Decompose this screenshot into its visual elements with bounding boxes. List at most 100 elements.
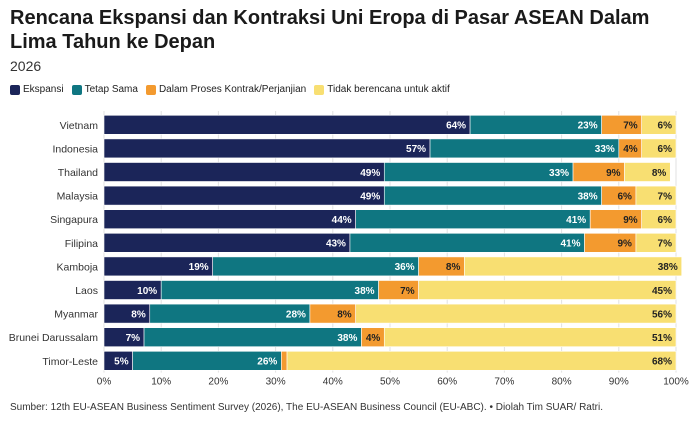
- bar-segment: [281, 350, 288, 371]
- data-label: 56%: [652, 309, 672, 320]
- legend-swatch: [314, 84, 325, 95]
- bar-segment: [635, 185, 677, 206]
- data-label: 6%: [658, 215, 673, 226]
- category-label: Vietnam: [60, 120, 99, 132]
- x-tick-label: 100%: [663, 377, 689, 388]
- data-label: 9%: [618, 239, 633, 250]
- data-label: 4%: [366, 333, 381, 344]
- data-label: 8%: [652, 168, 667, 179]
- bar-segment: [635, 233, 677, 253]
- data-label: 6%: [618, 191, 633, 202]
- legend-swatch: [10, 84, 20, 95]
- data-label: 9%: [623, 215, 638, 226]
- data-label: 38%: [578, 191, 598, 202]
- bar-segment: [103, 209, 356, 229]
- legend-item-dalam-proses: Dalam Proses Kontrak/Perjanjian: [145, 84, 307, 95]
- legend-label: Tetap Sama: [84, 84, 138, 95]
- data-label: 9%: [606, 168, 621, 179]
- data-label: 44%: [332, 215, 352, 226]
- data-label: 43%: [326, 239, 346, 250]
- bar-segment: [212, 256, 419, 277]
- bar-segment: [286, 350, 677, 371]
- bar-segment: [383, 327, 677, 348]
- legend-label: Tidak berencana untuk aktif: [327, 84, 450, 95]
- chart-title: Rencana Ekspansi dan Kontraksi Uni Eropa…: [10, 7, 650, 53]
- x-tick-label: 10%: [151, 377, 171, 388]
- chart-subtitle: 2026: [10, 58, 42, 74]
- data-label: 64%: [446, 121, 466, 132]
- category-label: Indonesia: [52, 143, 98, 155]
- source-note: Sumber: 12th EU-ASEAN Business Sentiment…: [10, 402, 603, 413]
- bar-segment: [429, 138, 620, 159]
- x-tick-label: 80%: [552, 377, 572, 388]
- x-tick-label: 40%: [323, 377, 343, 388]
- category-label: Malaysia: [57, 191, 99, 203]
- data-label: 7%: [126, 333, 141, 344]
- legend-item-tetap-sama: Tetap Sama: [71, 84, 138, 95]
- legend-item-ekspansi: Ekspansi: [10, 84, 64, 95]
- data-label: 45%: [652, 286, 672, 297]
- category-label: Laos: [75, 285, 98, 297]
- data-label: 8%: [131, 309, 146, 320]
- bar-segment: [355, 303, 677, 324]
- legend-label: Dalam Proses Kontrak/Perjanjian: [158, 84, 307, 95]
- bar-segment: [641, 115, 677, 135]
- data-label: 57%: [406, 144, 426, 155]
- data-label: 49%: [360, 191, 380, 202]
- category-label: Kamboja: [57, 261, 99, 273]
- data-label: 7%: [400, 286, 415, 297]
- bar-segment: [464, 256, 683, 277]
- bar-segment: [143, 327, 362, 348]
- data-label: 8%: [337, 309, 352, 320]
- x-tick-label: 90%: [609, 377, 629, 388]
- x-tick-label: 70%: [494, 377, 514, 388]
- bar-segment: [103, 138, 431, 159]
- data-label: 6%: [658, 144, 673, 155]
- data-label: 38%: [355, 286, 375, 297]
- bar-segment: [103, 233, 351, 253]
- category-label: Singapura: [50, 214, 98, 226]
- data-label: 23%: [578, 121, 598, 132]
- data-label: 4%: [623, 144, 638, 155]
- data-label: 49%: [360, 168, 380, 179]
- legend-swatch: [145, 84, 156, 95]
- data-label: 41%: [566, 215, 586, 226]
- bar-segment: [418, 280, 677, 300]
- x-tick-label: 60%: [437, 377, 457, 388]
- data-label: 7%: [623, 121, 638, 132]
- category-label: Brunei Darussalam: [9, 332, 99, 344]
- legend: Ekspansi Tetap Sama Dalam Proses Kontrak…: [10, 84, 450, 95]
- bar-segment: [349, 233, 585, 253]
- data-label: 26%: [257, 357, 277, 368]
- bar-segment: [383, 162, 574, 182]
- data-label: 38%: [658, 262, 678, 273]
- data-label: 51%: [652, 333, 672, 344]
- data-label: 68%: [652, 357, 672, 368]
- bar-segment: [355, 209, 591, 229]
- bar-segment: [160, 280, 379, 300]
- data-label: 8%: [446, 262, 461, 273]
- bar-segment: [624, 162, 671, 182]
- legend-swatch: [71, 84, 82, 95]
- data-label: 7%: [658, 191, 673, 202]
- bar-segment: [103, 162, 385, 182]
- x-tick-label: 20%: [208, 377, 228, 388]
- data-label: 10%: [137, 286, 157, 297]
- data-label: 28%: [286, 309, 306, 320]
- x-tick-label: 30%: [266, 377, 286, 388]
- x-tick-label: 0%: [97, 377, 112, 388]
- x-tick-label: 50%: [380, 377, 400, 388]
- bar-segment: [103, 185, 385, 206]
- category-label: Timor-Leste: [42, 356, 98, 368]
- bar-segment: [383, 185, 602, 206]
- category-label: Thailand: [58, 167, 98, 179]
- bar-segment: [103, 115, 471, 135]
- category-label: Myanmar: [54, 309, 98, 321]
- data-label: 5%: [114, 357, 129, 368]
- data-label: 19%: [189, 262, 209, 273]
- bar-segment: [641, 209, 677, 229]
- data-label: 33%: [549, 168, 569, 179]
- data-label: 36%: [395, 262, 415, 273]
- data-label: 7%: [658, 239, 673, 250]
